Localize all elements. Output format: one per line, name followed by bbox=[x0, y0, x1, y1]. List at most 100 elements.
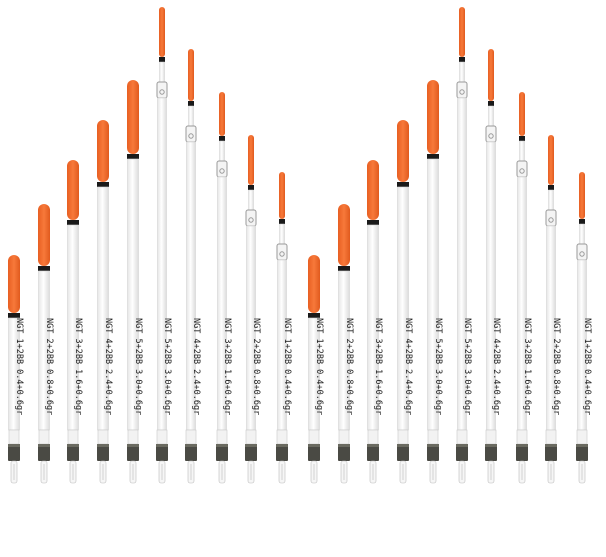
float-band bbox=[127, 154, 139, 159]
float-band bbox=[188, 101, 194, 106]
float-label: NGT 5+2BB 3.0+0.6gr bbox=[133, 318, 143, 415]
float-base bbox=[216, 444, 228, 461]
float-base bbox=[67, 444, 79, 461]
float-band bbox=[8, 313, 20, 318]
float-tip bbox=[427, 80, 439, 154]
float: NGT 5+2BB 3.0+0.6gr bbox=[456, 7, 472, 484]
float-label: NGT 1+2BB 0.4+0.6gr bbox=[282, 318, 292, 415]
float-base bbox=[185, 444, 197, 461]
float-band bbox=[548, 185, 554, 190]
float-tip bbox=[488, 49, 494, 101]
float-label: NGT 4+2BB 2.4+0.6gr bbox=[191, 318, 201, 415]
float-label: NGT 4+2BB 2.4+0.6gr bbox=[403, 318, 413, 415]
float-base bbox=[8, 444, 20, 461]
float-base bbox=[427, 444, 439, 461]
float-label: NGT 5+2BB 3.0+0.6gr bbox=[462, 318, 472, 415]
float-tip bbox=[97, 120, 109, 182]
float-tip bbox=[38, 204, 50, 266]
float: NGT 5+2BB 3.0+0.6gr bbox=[156, 7, 172, 484]
float-base bbox=[156, 444, 168, 461]
float-base bbox=[308, 444, 320, 461]
float-base bbox=[456, 444, 468, 461]
float-tip bbox=[188, 49, 194, 101]
float-tip bbox=[127, 80, 139, 154]
float: NGT 1+2BB 0.4+0.6gr bbox=[308, 255, 324, 484]
float-tip bbox=[459, 7, 465, 57]
float-tip bbox=[248, 135, 254, 185]
float-tip bbox=[338, 204, 350, 266]
float-label: NGT 2+2BB 0.8+0.6gr bbox=[551, 318, 561, 415]
float-tip bbox=[548, 135, 554, 185]
float-base bbox=[38, 444, 50, 461]
float-label: NGT 2+2BB 0.8+0.6gr bbox=[251, 318, 261, 415]
float-tip bbox=[519, 92, 525, 136]
float: NGT 4+2BB 2.4+0.6gr bbox=[97, 120, 113, 484]
float-band bbox=[459, 57, 465, 62]
float-base bbox=[576, 444, 588, 461]
float: NGT 2+2BB 0.8+0.6gr bbox=[38, 204, 54, 484]
float-label: NGT 3+2BB 1.6+0.6gr bbox=[522, 318, 532, 415]
float-tip bbox=[308, 255, 320, 313]
float-label: NGT 1+2BB 0.4+0.6gr bbox=[14, 318, 24, 415]
float: NGT 2+2BB 0.8+0.6gr bbox=[338, 204, 354, 484]
float-band bbox=[38, 266, 50, 271]
float: NGT 3+2BB 1.6+0.6gr bbox=[67, 160, 83, 484]
float-band bbox=[427, 154, 439, 159]
float-tip bbox=[367, 160, 379, 220]
float: NGT 1+2BB 0.4+0.6gr bbox=[276, 172, 292, 484]
float-label: NGT 2+2BB 0.8+0.6gr bbox=[344, 318, 354, 415]
float-tip bbox=[279, 172, 285, 219]
float-label: NGT 1+2BB 0.4+0.6gr bbox=[582, 318, 592, 415]
float: NGT 3+2BB 1.6+0.6gr bbox=[516, 92, 532, 484]
float-label: NGT 5+2BB 3.0+0.6gr bbox=[433, 318, 443, 415]
float-base bbox=[516, 444, 528, 461]
float-base bbox=[127, 444, 139, 461]
float: NGT 4+2BB 2.4+0.6gr bbox=[185, 49, 201, 484]
float-label: NGT 4+2BB 2.4+0.6gr bbox=[491, 318, 501, 415]
float: NGT 2+2BB 0.8+0.6gr bbox=[245, 135, 261, 484]
float-band bbox=[488, 101, 494, 106]
float: NGT 3+2BB 1.6+0.6gr bbox=[367, 160, 383, 484]
float-base bbox=[338, 444, 350, 461]
float-band bbox=[308, 313, 320, 318]
float-band bbox=[248, 185, 254, 190]
float-tip bbox=[397, 120, 409, 182]
float: NGT 4+2BB 2.4+0.6gr bbox=[397, 120, 413, 484]
float-band bbox=[67, 220, 79, 225]
float-base bbox=[97, 444, 109, 461]
float-label: NGT 3+2BB 1.6+0.6gr bbox=[73, 318, 83, 415]
float-band bbox=[519, 136, 525, 141]
float: NGT 1+2BB 0.4+0.6gr bbox=[576, 172, 592, 484]
float-tip bbox=[159, 7, 165, 57]
float-base bbox=[397, 444, 409, 461]
float-band bbox=[367, 220, 379, 225]
float-label: NGT 2+2BB 0.8+0.6gr bbox=[44, 318, 54, 415]
float-band bbox=[97, 182, 109, 187]
float-band bbox=[279, 219, 285, 224]
float-tip bbox=[8, 255, 20, 313]
float: NGT 4+2BB 2.4+0.6gr bbox=[485, 49, 501, 484]
float-label: NGT 4+2BB 2.4+0.6gr bbox=[103, 318, 113, 415]
float-band bbox=[338, 266, 350, 271]
float-band bbox=[397, 182, 409, 187]
float-label: NGT 3+2BB 1.6+0.6gr bbox=[373, 318, 383, 415]
float-label: NGT 1+2BB 0.4+0.6gr bbox=[314, 318, 324, 415]
float-base bbox=[485, 444, 497, 461]
float-band bbox=[579, 219, 585, 224]
float-band bbox=[219, 136, 225, 141]
float-base bbox=[367, 444, 379, 461]
float: NGT 3+2BB 1.6+0.6gr bbox=[216, 92, 232, 484]
float-base bbox=[545, 444, 557, 461]
float-tip bbox=[67, 160, 79, 220]
float-base bbox=[245, 444, 257, 461]
float-tip bbox=[219, 92, 225, 136]
float-label: NGT 5+2BB 3.0+0.6gr bbox=[162, 318, 172, 415]
float-band bbox=[159, 57, 165, 62]
float: NGT 5+2BB 3.0+0.6gr bbox=[127, 80, 143, 484]
float-tip bbox=[579, 172, 585, 219]
float-label: NGT 3+2BB 1.6+0.6gr bbox=[222, 318, 232, 415]
float: NGT 2+2BB 0.8+0.6gr bbox=[545, 135, 561, 484]
float: NGT 1+2BB 0.4+0.6gr bbox=[8, 255, 24, 484]
float-base bbox=[276, 444, 288, 461]
